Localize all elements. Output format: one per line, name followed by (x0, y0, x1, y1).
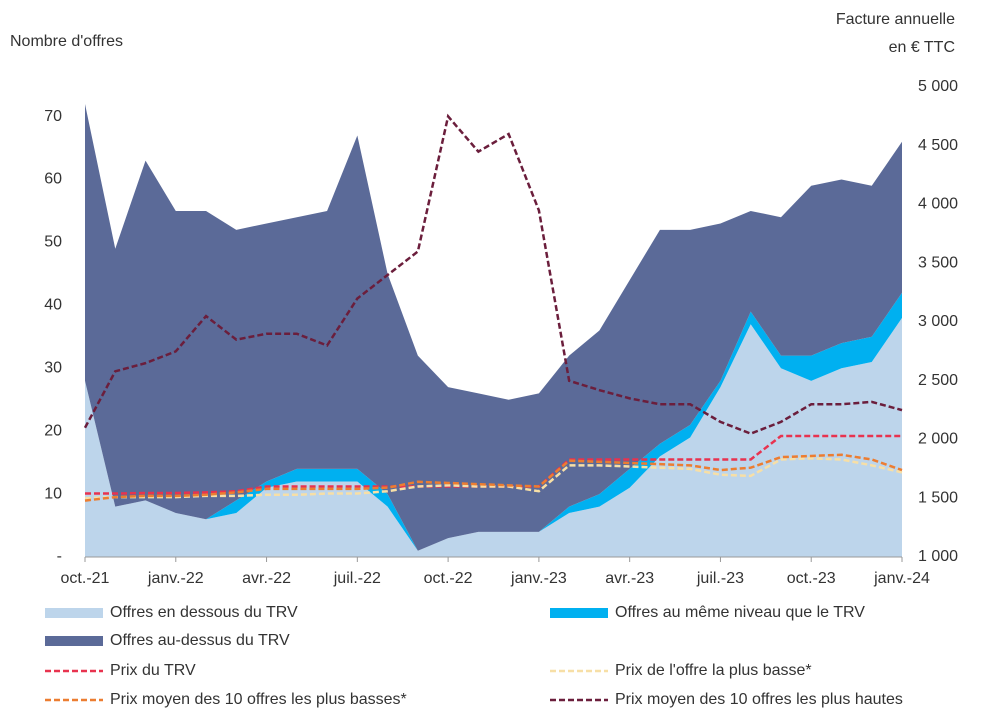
y2-tick-label: 5 000 (918, 78, 958, 95)
y2-tick-label: 4 500 (918, 137, 958, 154)
legend-label: Offres au même niveau que le TRV (615, 604, 865, 621)
y-tick-label: 40 (44, 297, 62, 314)
y2-axis-title: Facture annuelle (836, 11, 955, 28)
x-tick-label: avr.-23 (605, 570, 654, 587)
legend-swatch (45, 608, 103, 618)
y2-tick-label: 2 500 (918, 372, 958, 389)
x-tick-label: janv.-23 (510, 570, 567, 587)
y-axis-title: Nombre d'offres (10, 33, 123, 50)
x-tick-label: juil.-22 (333, 570, 381, 587)
y-tick-label: 30 (44, 359, 62, 376)
legend-label: Offres en dessous du TRV (110, 604, 298, 621)
legend-label: Offres au-dessus du TRV (110, 632, 290, 649)
y2-tick-label: 4 000 (918, 196, 958, 213)
y-tick-label: - (57, 548, 62, 565)
y-tick-label: 50 (44, 234, 62, 251)
x-tick-label: oct.-23 (787, 570, 836, 587)
y2-tick-label: 3 500 (918, 254, 958, 271)
legend-label: Prix moyen des 10 offres les plus hautes (615, 691, 903, 708)
y2-tick-label: 1 000 (918, 548, 958, 565)
area (85, 317, 902, 557)
legend-label: Prix du TRV (110, 662, 196, 679)
x-tick-label: oct.-22 (424, 570, 473, 587)
legend-label: Prix moyen des 10 offres les plus basses… (110, 691, 407, 708)
line (84, 453, 903, 502)
x-tick-label: juil.-23 (696, 570, 744, 587)
y2-tick-label: 1 500 (918, 489, 958, 506)
y-tick-label: 10 (44, 485, 62, 502)
legend-swatch (45, 636, 103, 646)
line (83, 113, 903, 435)
x-tick-label: oct.-21 (61, 570, 110, 587)
y2-axis-title: en € TTC (889, 39, 955, 56)
x-tick-label: janv.-22 (147, 570, 204, 587)
x-tick-label: janv.-24 (873, 570, 930, 587)
area (85, 103, 902, 551)
y-tick-label: 20 (44, 422, 62, 439)
y2-tick-label: 3 000 (918, 313, 958, 330)
legend-label: Prix de l'offre la plus basse* (615, 662, 812, 679)
y-tick-label: 60 (44, 171, 62, 188)
x-tick-label: avr.-22 (242, 570, 291, 587)
y2-tick-label: 2 000 (918, 431, 958, 448)
legend-swatch (550, 608, 608, 618)
line (84, 457, 903, 500)
y-tick-label: 70 (44, 108, 62, 125)
